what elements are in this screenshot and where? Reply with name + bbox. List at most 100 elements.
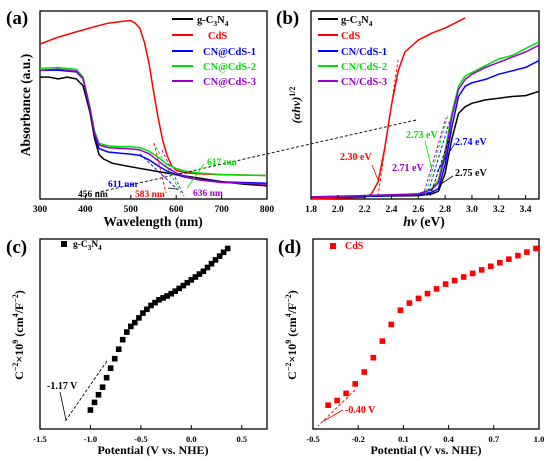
data-point-cds-3 (352, 381, 358, 387)
data-point-g-c3n4-23 (180, 282, 187, 289)
data-point-g-c3n4-18 (160, 295, 166, 301)
series-group-b (310, 17, 540, 200)
legend-label-cds-b: CdS (341, 31, 360, 42)
series-group-c (87, 245, 231, 413)
x-tick-label-1-6: 3.0 (466, 205, 478, 215)
y-axis-label-d: C−2×109 (cm4/F−2) (284, 290, 299, 380)
legend-label-cn-cds-3-a: CN@CdS-3 (203, 77, 256, 88)
x-tick-label-2-3: 0.0 (186, 434, 197, 444)
data-point-g-c3n4-1 (91, 399, 98, 406)
data-point-cds-0 (325, 402, 331, 408)
x-tick-label-1-3: 2.4 (386, 205, 398, 215)
legend-label-cn-cds-1-a: CN@CdS-1 (203, 47, 256, 58)
data-point-cds-21 (515, 252, 521, 259)
data-point-g-c3n4-9 (124, 329, 130, 335)
data-point-g-c3n4-12 (136, 315, 142, 321)
data-point-cds-10 (415, 295, 422, 302)
data-point-cds-19 (497, 259, 503, 266)
x-axis-label-a: Wavelength (nm) (103, 214, 202, 229)
x-tick-label-3-0: -0.5 (306, 434, 319, 444)
data-point-cds-15 (460, 274, 467, 280)
extrapolation-line-c (63, 360, 108, 424)
series-group-a (39, 19, 268, 187)
panel-label-a: (a) (6, 8, 28, 29)
data-point-g-c3n4-19 (164, 293, 170, 299)
x-tick-label-0-0: 300 (33, 205, 48, 215)
annotation-456: 456 nm (78, 190, 108, 200)
x-tick-label-1-8: 3.4 (520, 205, 532, 215)
data-point-g-c3n4-27 (196, 271, 203, 277)
data-point-g-c3n4-7 (115, 346, 122, 352)
x-tick-label-1-1: 2.0 (332, 205, 344, 215)
legend-label-cn-cds-3-b: CN/CdS-3 (341, 77, 387, 88)
x-tick-label-0-2: 500 (124, 205, 139, 215)
annotations-a: 456 nm 611 nm 583 nm 617 nm 636 nm (78, 158, 237, 200)
data-point-g-c3n4-24 (184, 279, 191, 286)
data-point-g-c3n4-21 (172, 288, 178, 294)
data-point-cds-8 (397, 307, 404, 313)
x-tick-label-1-5: 2.8 (439, 205, 451, 215)
annotation-2-30: 2.30 eV (340, 152, 372, 163)
series-line-g-c3n4-0 (40, 76, 268, 187)
y-axis-label-a: Absorbance (a.u.) (18, 54, 33, 156)
data-point-cds-11 (424, 290, 431, 297)
annotation-611: 611 nm (108, 180, 137, 190)
data-point-cds-14 (451, 277, 458, 284)
legend-label-cn-cds-2-a: CN@CdS-2 (203, 62, 256, 73)
x-tick-label-3-1: -0.2 (351, 434, 364, 444)
tangent-lines-a (94, 119, 417, 197)
x-tick-label-1-0: 1.8 (305, 205, 317, 215)
x-tick-label-3-2: 0.1 (398, 434, 409, 444)
panel-label-b: (b) (276, 8, 299, 29)
data-point-cds-9 (406, 300, 413, 306)
annotation-2-74: 2.74 eV (455, 137, 487, 148)
data-point-g-c3n4-28 (200, 268, 207, 275)
legend-a: g-C3N4 CdS CN@CdS-1 CN@CdS-2 CN@CdS-3 (172, 15, 256, 88)
x-axis-label-b: hv (eV) (403, 214, 445, 229)
legend-label-g-c3n4-a: g-C3N4 (197, 15, 229, 28)
data-point-g-c3n4-5 (107, 365, 114, 371)
panel-d: -0.5 -0.2 0.1 0.4 0.7 1.0 (d) Potential (V vs… (278, 237, 544, 457)
annotation-2-71: 2.71 eV (392, 163, 424, 174)
data-point-g-c3n4-17 (156, 297, 162, 303)
panel-label-d: (d) (278, 237, 301, 258)
x-tick-label-1-4: 2.6 (412, 205, 424, 215)
panel-a: 300 400 500 600 700 800 (a) Wavelength (nm) A… (6, 8, 417, 229)
x-tick-label-3-3: 0.4 (443, 434, 454, 444)
plot-frame-b (310, 10, 540, 200)
series-line-g-c3n4-1 (310, 90, 540, 199)
x-axis-label-c: Potential (V vs. NHE) (97, 443, 208, 457)
data-point-g-c3n4-3 (99, 384, 106, 390)
data-point-cds-6 (379, 338, 386, 344)
panel-c: -1.5 -1.0 -0.5 0.0 0.5 (c) Potential (V vs. … (6, 237, 268, 457)
data-point-g-c3n4-16 (152, 299, 158, 306)
data-point-g-c3n4-10 (128, 323, 134, 330)
tangent-lines-b (377, 59, 453, 197)
data-point-cds-13 (442, 281, 449, 287)
extrapolation-line-d (317, 389, 356, 427)
data-point-g-c3n4-2 (95, 392, 102, 398)
data-point-g-c3n4-34 (224, 245, 231, 252)
data-point-cds-4 (361, 369, 367, 375)
data-point-cds-12 (433, 286, 440, 292)
data-point-cds-1 (334, 397, 340, 404)
data-point-g-c3n4-29 (204, 264, 211, 271)
legend-label-cn-cds-1-b: CN/CdS-1 (341, 47, 387, 58)
annotation-2-75: 2.75 eV (455, 168, 487, 179)
annotation-617: 617 nm (207, 158, 237, 168)
annotation-minus-0-40: -0.40 V (345, 405, 376, 416)
data-point-g-c3n4-15 (148, 302, 154, 309)
x-tick-label-2-4: 0.5 (236, 434, 247, 444)
x-tick-label-1-7: 3.2 (493, 205, 505, 215)
annotations-b: 2.30 eV 2.73 eV 2.71 eV 2.74 eV 2.75 eV (340, 130, 487, 185)
data-point-g-c3n4-0 (87, 407, 94, 413)
legend-label-cds-a: CdS (208, 31, 227, 42)
series-line-cn-cds-2-0 (39, 66, 268, 177)
x-ticks-b: 1.8 2.0 2.2 2.4 2.6 2.8 3.0 3.2 3.4 (305, 195, 532, 215)
x-ticks-c: -1.5 -1.0 -0.5 0.0 0.5 (33, 425, 247, 444)
data-point-g-c3n4-8 (119, 336, 126, 343)
legend-b: g-C3N4 CdS CN/CdS-1 CN/CdS-2 CN/CdS-3 (318, 15, 387, 88)
series-line-cds-1 (310, 17, 466, 200)
plot-frame-a (39, 10, 268, 200)
plot-frame-d (312, 238, 540, 430)
